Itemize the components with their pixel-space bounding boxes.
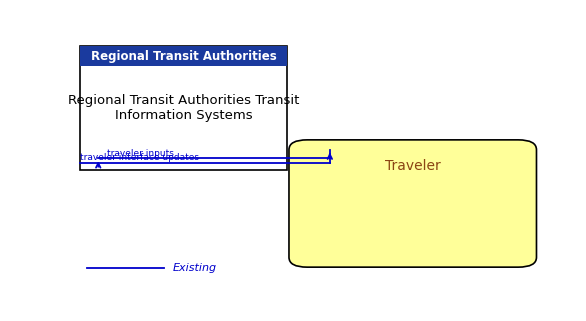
FancyBboxPatch shape: [289, 140, 536, 267]
Text: traveler inputs: traveler inputs: [107, 149, 174, 158]
Text: Regional Transit Authorities: Regional Transit Authorities: [90, 50, 276, 63]
FancyBboxPatch shape: [80, 46, 287, 66]
FancyBboxPatch shape: [80, 46, 287, 169]
Text: Traveler: Traveler: [385, 159, 441, 173]
Text: Regional Transit Authorities Transit
Information Systems: Regional Transit Authorities Transit Inf…: [68, 94, 299, 122]
Text: Existing: Existing: [173, 264, 217, 273]
Text: traveler interface updates: traveler interface updates: [80, 153, 199, 162]
